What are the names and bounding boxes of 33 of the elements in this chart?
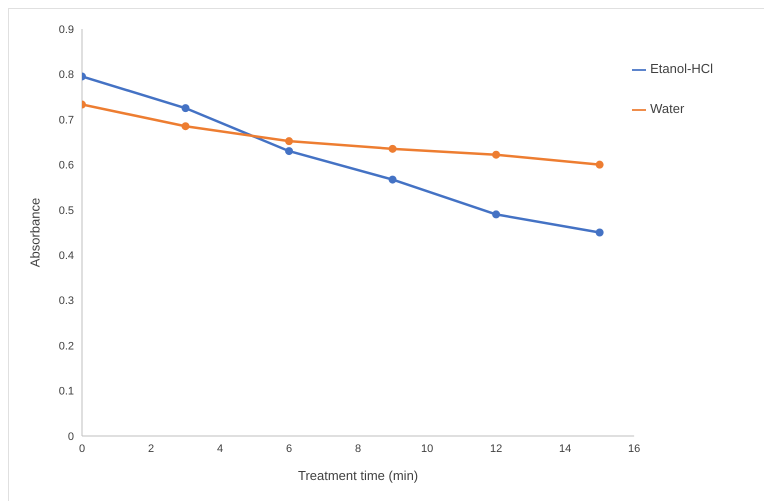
point: [388, 176, 397, 184]
x-tick-label: 10: [420, 442, 434, 455]
y-tick-label: 0.6: [58, 160, 74, 172]
y-tick-label: 0.1: [58, 386, 74, 398]
y-axis-title: Absorbance: [28, 198, 43, 268]
y-tick-label: 0.3: [58, 295, 74, 308]
point: [182, 122, 190, 130]
point: [492, 210, 500, 218]
y-tick-label: 0.5: [58, 204, 74, 217]
y-tick-label: 0.2: [58, 340, 74, 352]
x-tick-label: 2: [148, 442, 154, 455]
point: [182, 104, 190, 112]
point: [596, 160, 604, 169]
x-tick-label: 16: [628, 442, 640, 455]
point: [492, 150, 500, 159]
legend-label: Etanol-HCl: [650, 61, 713, 76]
x-tick-label: 8: [355, 442, 362, 455]
x-axis-title: Treatment time (min): [298, 468, 418, 483]
x-tick-label: 0: [78, 442, 86, 455]
y-tick-label: 0.7: [58, 114, 74, 126]
point: [388, 144, 397, 153]
y-tick-label: 0.4: [58, 250, 74, 262]
y-tick-label: 0: [68, 430, 74, 443]
point: [285, 137, 294, 146]
x-tick-label: 4: [216, 442, 224, 455]
x-tick-label: 6: [286, 442, 292, 455]
point: [596, 228, 604, 236]
legend-label: Water: [650, 101, 684, 116]
x-tick-label: 14: [559, 442, 572, 455]
point: [285, 147, 294, 156]
y-tick-label: 0.8: [58, 69, 74, 82]
x-tick-label: 12: [490, 442, 502, 455]
y-tick-label: 0.9: [58, 24, 74, 36]
